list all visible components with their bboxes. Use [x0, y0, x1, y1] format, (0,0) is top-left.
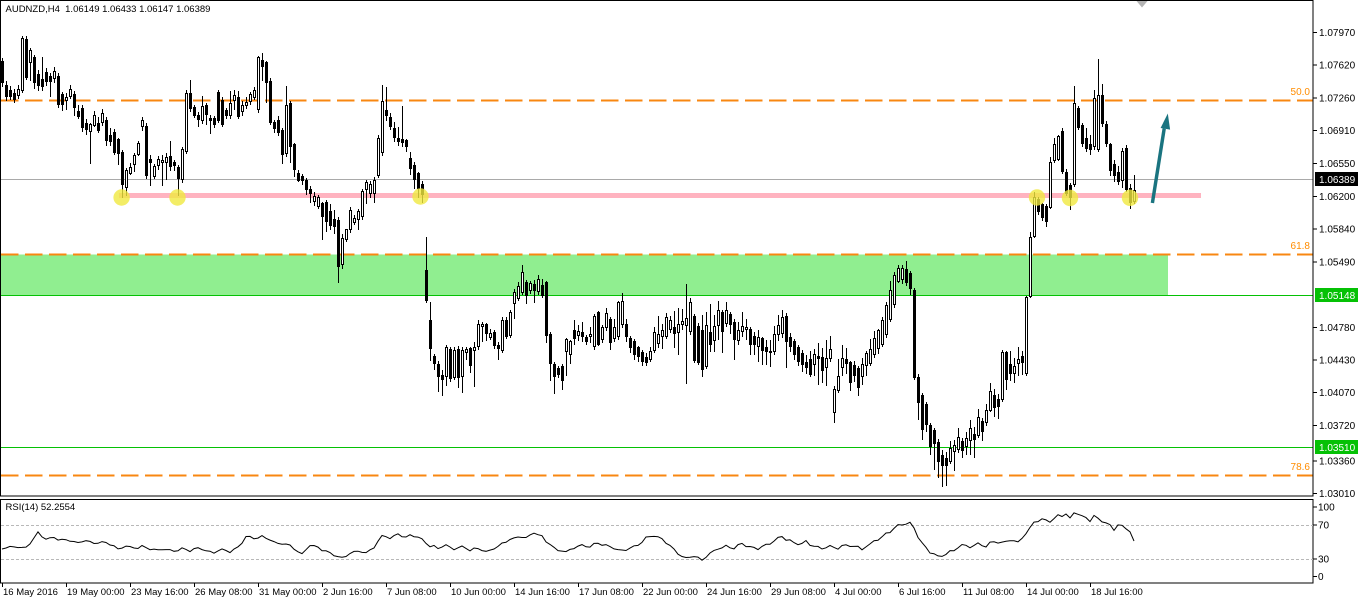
svg-text:29 Jun 08:00: 29 Jun 08:00: [771, 587, 826, 598]
svg-text:1.04430: 1.04430: [1319, 356, 1356, 367]
svg-text:1.06200: 1.06200: [1319, 192, 1356, 203]
svg-text:1.03360: 1.03360: [1319, 456, 1356, 467]
svg-text:6 Jul 16:00: 6 Jul 16:00: [899, 587, 945, 598]
svg-text:2 Jun 16:00: 2 Jun 16:00: [323, 587, 373, 598]
svg-text:1.05840: 1.05840: [1319, 225, 1356, 236]
svg-text:100: 100: [1318, 502, 1335, 513]
svg-text:30: 30: [1318, 554, 1330, 565]
svg-text:19 May 00:00: 19 May 00:00: [67, 587, 125, 598]
svg-text:1.04070: 1.04070: [1319, 388, 1356, 399]
svg-text:1.04780: 1.04780: [1319, 323, 1356, 334]
svg-text:1.03010: 1.03010: [1319, 489, 1356, 500]
svg-text:22 Jun 00:00: 22 Jun 00:00: [643, 587, 698, 598]
svg-text:78.6: 78.6: [1291, 462, 1311, 473]
svg-text:18 Jul 16:00: 18 Jul 16:00: [1091, 587, 1143, 598]
svg-text:1.07260: 1.07260: [1319, 93, 1356, 104]
svg-text:10 Jun 00:00: 10 Jun 00:00: [451, 587, 506, 598]
svg-text:1.03720: 1.03720: [1319, 421, 1356, 432]
svg-text:61.8: 61.8: [1291, 241, 1311, 252]
svg-text:4 Jul 00:00: 4 Jul 00:00: [835, 587, 881, 598]
svg-text:17 Jun 08:00: 17 Jun 08:00: [579, 587, 634, 598]
svg-text:1.07970: 1.07970: [1319, 28, 1356, 39]
svg-text:AUDNZD,H4 1.06149 1.06433 1.0: AUDNZD,H4 1.06149 1.06433 1.06147 1.0638…: [6, 4, 211, 15]
svg-text:31 May 00:00: 31 May 00:00: [259, 587, 317, 598]
svg-text:14 Jul 00:00: 14 Jul 00:00: [1027, 587, 1079, 598]
svg-text:1.03510: 1.03510: [1319, 443, 1356, 454]
svg-text:70: 70: [1318, 521, 1330, 532]
svg-text:1.05148: 1.05148: [1319, 291, 1356, 302]
svg-text:1.06910: 1.06910: [1319, 126, 1356, 137]
svg-text:11 Jul 08:00: 11 Jul 08:00: [963, 587, 1014, 598]
svg-text:16 May 2016: 16 May 2016: [3, 587, 58, 598]
svg-text:14 Jun 16:00: 14 Jun 16:00: [515, 587, 570, 598]
svg-text:1.06550: 1.06550: [1319, 159, 1356, 170]
svg-text:1.05490: 1.05490: [1319, 258, 1356, 269]
svg-text:1.07620: 1.07620: [1319, 61, 1356, 72]
svg-text:RSI(14) 52.2554: RSI(14) 52.2554: [6, 502, 76, 513]
svg-text:0: 0: [1318, 572, 1324, 583]
svg-text:1.06389: 1.06389: [1319, 175, 1356, 186]
svg-text:50.0: 50.0: [1291, 87, 1311, 98]
svg-text:7 Jun 08:00: 7 Jun 08:00: [387, 587, 437, 598]
svg-text:23 May 16:00: 23 May 16:00: [131, 587, 189, 598]
svg-text:24 Jun 16:00: 24 Jun 16:00: [707, 587, 762, 598]
svg-text:26 May 08:00: 26 May 08:00: [195, 587, 253, 598]
